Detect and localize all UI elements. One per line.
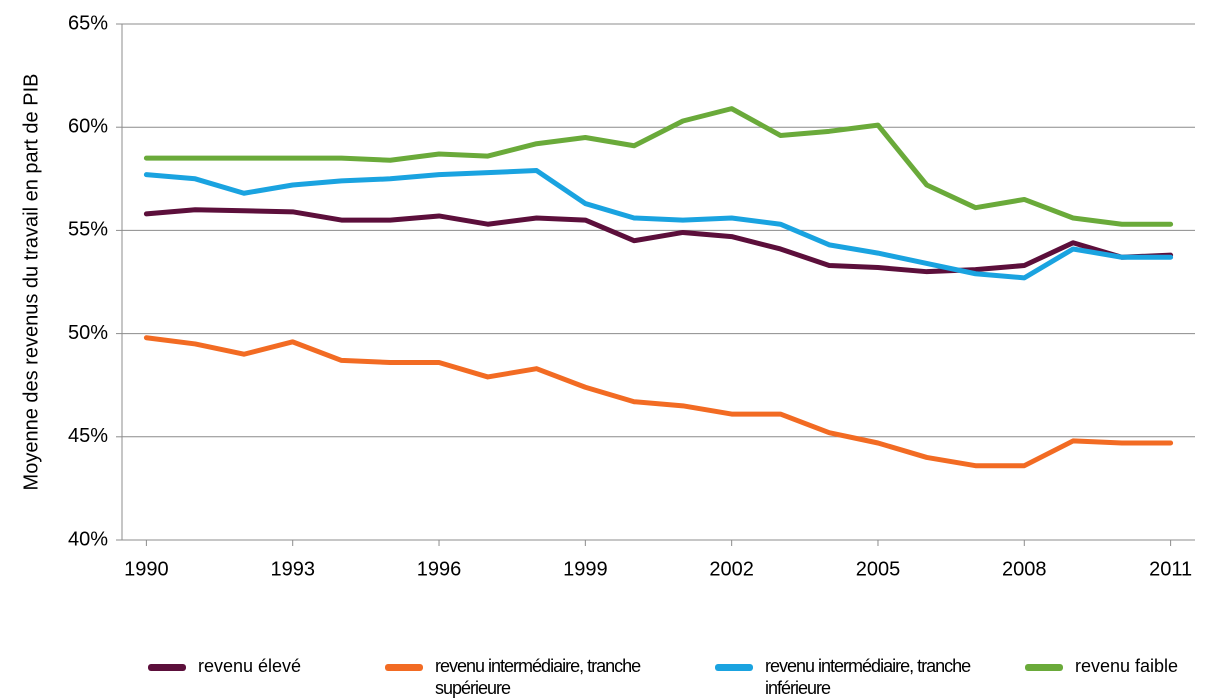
legend-label: revenu intermédiaire, tranche supérieure bbox=[435, 656, 641, 698]
y-tick-label: 45% bbox=[68, 425, 108, 447]
legend-swatch bbox=[385, 664, 423, 671]
legend-label: revenu faible bbox=[1075, 656, 1179, 676]
y-tick-label: 65% bbox=[68, 12, 108, 34]
y-tick-label: 55% bbox=[68, 219, 108, 241]
legend-swatch bbox=[1025, 664, 1063, 671]
x-tick-label: 1993 bbox=[270, 558, 315, 580]
series-line bbox=[143, 106, 1174, 227]
x-tick-label: 1999 bbox=[563, 558, 608, 580]
x-tick-label: 1990 bbox=[124, 558, 169, 580]
chart: Moyenne des revenus du travail en part d… bbox=[20, 12, 1195, 580]
legend-item: revenu intermédiaire, tranche inférieure bbox=[715, 655, 975, 699]
y-axis-label: Moyenne des revenus du travail en part d… bbox=[20, 74, 42, 491]
x-tick-label: 2008 bbox=[1002, 558, 1047, 580]
series-line bbox=[143, 335, 1174, 469]
legend-swatch bbox=[148, 664, 186, 671]
x-tick-label: 1996 bbox=[417, 558, 462, 580]
legend-swatch bbox=[715, 664, 753, 671]
legend-item: revenu faible bbox=[1025, 655, 1178, 677]
x-tick-label: 2005 bbox=[856, 558, 901, 580]
y-tick-label: 60% bbox=[68, 115, 108, 137]
series-line bbox=[143, 168, 1174, 281]
series-line bbox=[143, 207, 1174, 275]
y-tick-label: 50% bbox=[68, 322, 108, 344]
legend-item: revenu intermédiaire, tranche supérieure bbox=[385, 655, 645, 699]
y-tick-label: 40% bbox=[68, 528, 108, 550]
x-tick-label: 2002 bbox=[709, 558, 754, 580]
x-tick-label: 2011 bbox=[1149, 558, 1192, 580]
legend-label: revenu intermédiaire, tranche inférieure bbox=[765, 656, 971, 698]
legend-label: revenu élevé bbox=[198, 656, 302, 676]
legend-item: revenu élevé bbox=[148, 655, 301, 677]
